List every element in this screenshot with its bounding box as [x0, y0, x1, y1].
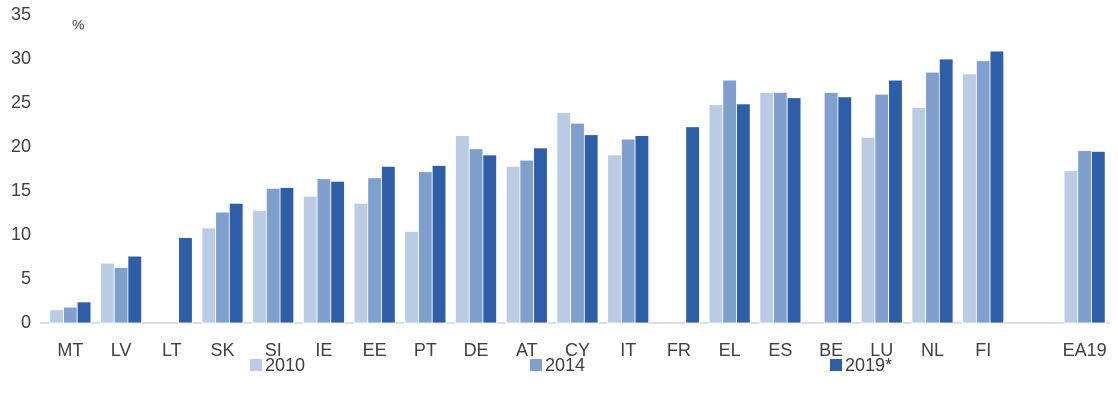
bar [178, 237, 193, 324]
y-tick-label: 35 [11, 4, 31, 24]
legend-label: 2010 [265, 355, 305, 375]
bar [265, 187, 281, 324]
bar [418, 171, 433, 324]
legend-swatch [830, 359, 842, 371]
y-tick-label: 5 [21, 268, 31, 288]
bar [938, 58, 954, 324]
bar [786, 97, 802, 324]
x-tick-label: EL [719, 340, 741, 360]
x-tick-label: EA19 [1063, 340, 1107, 360]
bar [519, 159, 535, 324]
bar [556, 112, 572, 324]
bar [607, 154, 622, 324]
legend-swatch [250, 359, 262, 371]
y-tick-label: 25 [11, 92, 31, 112]
bar [860, 136, 876, 324]
bar [911, 107, 927, 324]
bar [874, 93, 890, 324]
bar [708, 104, 724, 324]
x-tick-label: MT [57, 340, 83, 360]
bar [302, 195, 318, 324]
bar [316, 178, 332, 324]
x-tick-label: FR [667, 340, 691, 360]
bar [925, 71, 940, 324]
x-tick-label: ES [768, 340, 792, 360]
bar [404, 231, 419, 324]
bar [583, 134, 599, 324]
bar [252, 209, 267, 324]
bar [330, 180, 345, 324]
bar [468, 148, 484, 324]
x-tick-label: LV [111, 340, 132, 360]
bar [76, 301, 92, 324]
bar [49, 309, 64, 324]
bar [201, 227, 217, 324]
bar [736, 103, 751, 324]
bar [570, 122, 585, 324]
bar [431, 165, 447, 324]
x-tick-label: DE [464, 340, 489, 360]
bar [620, 138, 636, 324]
bar [113, 267, 129, 324]
bar [455, 135, 470, 324]
x-tick-label: AT [516, 340, 538, 360]
bar [634, 135, 650, 324]
x-tick-label: CY [565, 340, 590, 360]
x-tick-label: EE [363, 340, 387, 360]
x-tick-label: IT [620, 340, 636, 360]
x-tick-label: SK [210, 340, 234, 360]
bar [381, 165, 396, 324]
x-tick-label: LU [870, 340, 893, 360]
y-tick-label: 20 [11, 136, 31, 156]
bar [228, 202, 244, 324]
bar [367, 177, 382, 324]
legend-label: 2014 [545, 355, 585, 375]
bar [353, 202, 369, 324]
x-tick-label: NL [921, 340, 944, 360]
bar [482, 154, 498, 324]
x-tick-label: SI [265, 340, 282, 360]
bar [63, 306, 78, 324]
legend-label: 2019* [845, 355, 892, 375]
bar [1091, 150, 1106, 324]
x-tick-label: IE [315, 340, 332, 360]
y-tick-label: 10 [11, 224, 31, 244]
x-tick-label: PT [414, 340, 437, 360]
x-tick-label: LT [162, 340, 182, 360]
bar [685, 126, 700, 324]
bar [989, 50, 1005, 324]
bar [533, 147, 548, 324]
bar [962, 73, 977, 324]
bar [722, 79, 737, 324]
bar [215, 211, 230, 324]
bar [823, 92, 839, 324]
y-tick-label: 30 [11, 48, 31, 68]
bar [279, 187, 295, 324]
bar [837, 96, 853, 324]
y-tick-label: 15 [11, 180, 31, 200]
bar [1077, 150, 1092, 324]
bar [759, 92, 774, 324]
bar [773, 92, 788, 324]
y-tick-label: 0 [21, 312, 31, 332]
bar [127, 255, 143, 324]
bar [505, 165, 521, 324]
y-unit: % [72, 17, 84, 33]
x-tick-label: FI [975, 340, 991, 360]
x-tick-label: BE [819, 340, 843, 360]
bar [100, 262, 115, 324]
bar [888, 79, 903, 324]
bar [1063, 170, 1079, 324]
bar [975, 60, 991, 324]
legend-swatch [530, 359, 542, 371]
